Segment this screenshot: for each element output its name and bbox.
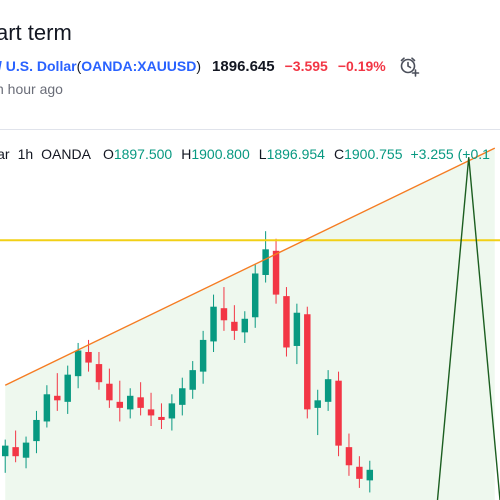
- candle-body: [324, 379, 332, 402]
- legend-close-value: 1900.755: [344, 146, 403, 162]
- legend-close-key: C: [333, 146, 345, 162]
- candle-body: [43, 394, 51, 422]
- candle-body: [210, 306, 217, 342]
- candle-body: [1, 445, 9, 457]
- candle-body: [12, 447, 19, 457]
- candle-body: [241, 318, 249, 333]
- symbol-header: art term / U.S. Dollar ( OANDA:XAUUSD ) …: [0, 0, 500, 118]
- legend-high-key: H: [181, 146, 192, 162]
- idea-title: art term: [0, 20, 72, 45]
- price-change-percent: −0.19%: [337, 58, 386, 74]
- candle-body: [314, 400, 321, 408]
- candle-body: [366, 469, 374, 481]
- candle-body: [189, 370, 196, 390]
- legend-timeframe: 1h: [17, 146, 34, 162]
- pattern-line: [436, 157, 500, 500]
- alarm-clock-plus-icon[interactable]: [398, 55, 420, 77]
- candle-body: [168, 403, 176, 419]
- header-divider: [0, 129, 500, 130]
- legend-open-value: 1897.500: [113, 146, 173, 162]
- symbol-paren-open: (: [76, 58, 82, 74]
- candle-body: [126, 395, 134, 410]
- candle-body: [272, 250, 280, 295]
- candle-body: [179, 388, 186, 405]
- symbol-row: / U.S. Dollar ( OANDA:XAUUSD ) 1896.645 …: [0, 54, 420, 78]
- candle-body: [335, 380, 342, 446]
- candle-body: [345, 447, 353, 466]
- candle-body: [74, 350, 82, 377]
- candle-body: [356, 466, 363, 479]
- symbol-name-link[interactable]: / U.S. Dollar: [0, 58, 77, 74]
- legend-high-value: 1900.800: [191, 146, 250, 162]
- candle-body: [85, 352, 92, 363]
- trend-line: [4, 147, 496, 386]
- candle-body: [137, 397, 144, 408]
- last-price: 1896.645: [212, 57, 275, 75]
- candle-body: [106, 383, 113, 401]
- legend-low-key: L: [258, 146, 267, 162]
- legend-open-key: O: [102, 146, 114, 162]
- price-chart[interactable]: [0, 130, 500, 500]
- legend-symbol: lar: [0, 146, 10, 162]
- candle-body: [95, 364, 103, 383]
- legend-exchange: OANDA: [41, 146, 91, 162]
- price-change: −3.595: [284, 58, 328, 74]
- candle-body: [251, 273, 259, 318]
- candle-body: [293, 312, 301, 346]
- symbol-code-link[interactable]: OANDA:XAUUSD: [81, 58, 197, 74]
- candle-body: [231, 321, 238, 331]
- legend-low-value: 1896.954: [266, 146, 325, 162]
- publish-time: n hour ago: [0, 81, 63, 97]
- candle-body: [33, 419, 40, 442]
- candle-body: [158, 416, 165, 420]
- candle-body: [64, 374, 71, 402]
- candle-body: [199, 339, 207, 372]
- candle-body: [262, 249, 269, 275]
- candle-body: [147, 409, 155, 416]
- triangle-fill: [5, 148, 495, 500]
- candle-body: [22, 442, 30, 458]
- candle-body: [283, 296, 290, 348]
- candle-body: [304, 314, 311, 410]
- candle-body: [116, 401, 124, 408]
- candle-body: [220, 308, 228, 321]
- symbol-paren-close: ): [196, 58, 202, 74]
- candle-body: [54, 395, 61, 401]
- legend-change: +3.255 (+0.1: [410, 146, 490, 162]
